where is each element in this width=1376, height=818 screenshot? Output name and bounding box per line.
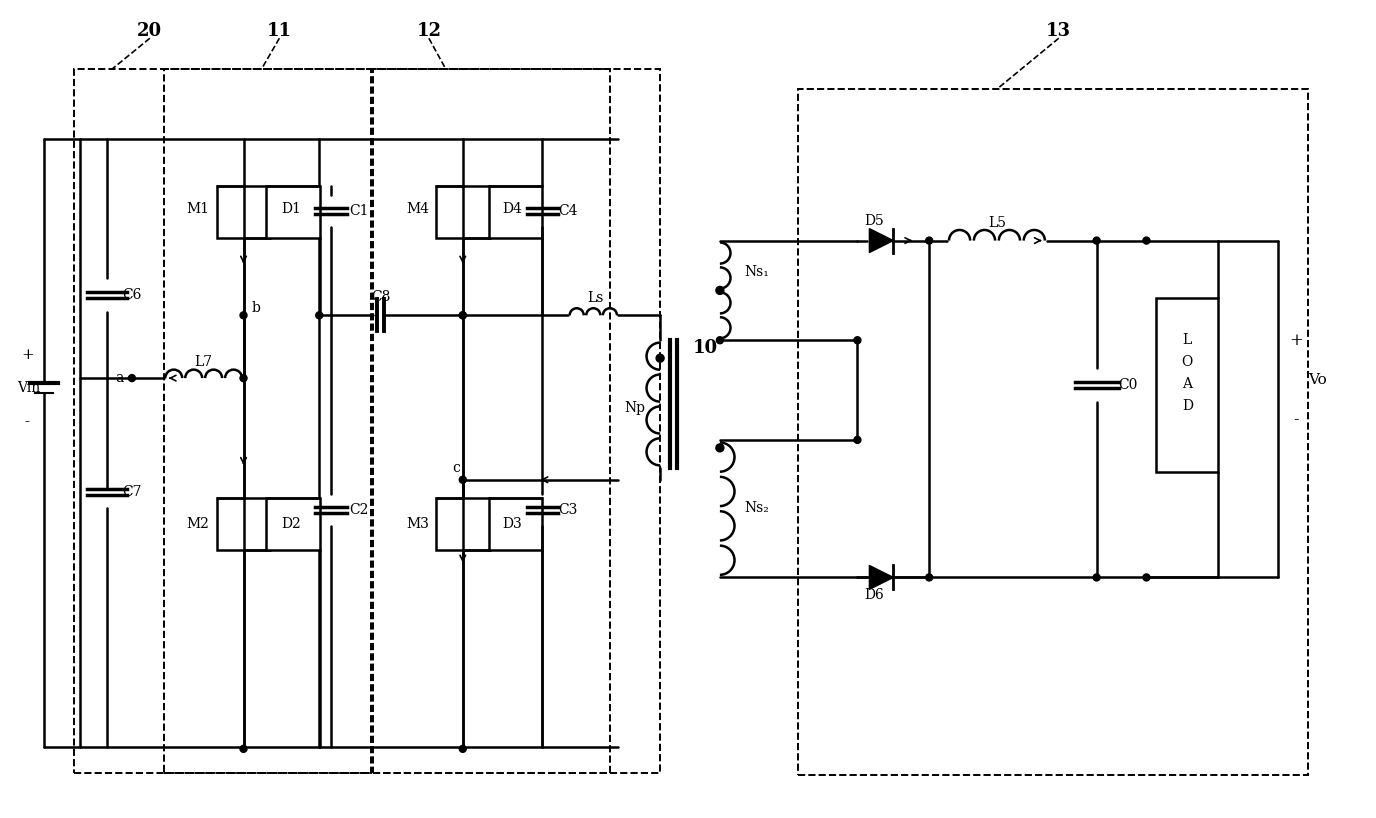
Text: C7: C7 — [122, 485, 142, 499]
Text: 11: 11 — [267, 22, 292, 40]
Text: Ns₁: Ns₁ — [744, 266, 769, 280]
Text: 20: 20 — [138, 22, 162, 40]
Text: M1: M1 — [187, 202, 209, 216]
Text: C4: C4 — [559, 204, 578, 218]
Text: D2: D2 — [281, 517, 301, 531]
Text: 12: 12 — [417, 22, 442, 40]
Text: C2: C2 — [350, 502, 369, 517]
Text: C8: C8 — [372, 290, 391, 304]
Polygon shape — [870, 228, 893, 253]
Bar — [74, 70, 660, 773]
Text: 10: 10 — [692, 339, 717, 357]
Circle shape — [854, 337, 861, 344]
Text: c: c — [451, 461, 460, 474]
Text: a: a — [116, 371, 124, 385]
Text: -: - — [25, 415, 30, 429]
Bar — [798, 89, 1307, 775]
Circle shape — [656, 354, 665, 362]
Bar — [436, 186, 490, 237]
Circle shape — [1093, 237, 1099, 244]
Text: Np: Np — [625, 401, 645, 415]
Bar — [1156, 299, 1218, 472]
Text: L: L — [1183, 333, 1192, 347]
Circle shape — [239, 312, 248, 319]
Text: L5: L5 — [988, 216, 1006, 230]
Circle shape — [716, 444, 724, 452]
Text: C6: C6 — [122, 289, 142, 303]
Bar — [436, 497, 490, 550]
Text: 13: 13 — [1046, 22, 1072, 40]
Text: A: A — [1182, 377, 1192, 391]
Text: D1: D1 — [281, 202, 301, 216]
Text: +: + — [1289, 332, 1303, 348]
Circle shape — [128, 375, 135, 381]
Bar — [488, 497, 542, 550]
Text: D6: D6 — [864, 588, 885, 602]
Text: b: b — [252, 301, 261, 316]
Circle shape — [926, 237, 933, 244]
Circle shape — [926, 574, 933, 581]
Circle shape — [1143, 237, 1150, 244]
Bar — [267, 186, 321, 237]
Text: Ls: Ls — [588, 291, 604, 305]
Text: Vin: Vin — [18, 381, 40, 395]
Circle shape — [460, 312, 466, 319]
Text: C0: C0 — [1119, 378, 1138, 392]
Text: Vo: Vo — [1309, 373, 1328, 387]
Circle shape — [460, 745, 466, 753]
Bar — [216, 186, 271, 237]
Circle shape — [1143, 574, 1150, 581]
Circle shape — [716, 286, 724, 294]
Text: C3: C3 — [559, 502, 578, 517]
Circle shape — [1093, 574, 1099, 581]
Text: -: - — [1293, 411, 1299, 429]
Text: D5: D5 — [864, 213, 885, 227]
Polygon shape — [870, 565, 893, 590]
Bar — [164, 70, 372, 773]
Text: M2: M2 — [187, 517, 209, 531]
Text: L7: L7 — [194, 355, 213, 369]
Text: M4: M4 — [406, 202, 429, 216]
Circle shape — [717, 337, 724, 344]
Text: +: + — [21, 348, 33, 362]
Circle shape — [315, 312, 323, 319]
Text: D4: D4 — [502, 202, 523, 216]
Bar — [216, 497, 271, 550]
Text: M3: M3 — [406, 517, 429, 531]
Bar — [267, 497, 321, 550]
Text: D3: D3 — [502, 517, 523, 531]
Text: O: O — [1182, 355, 1193, 369]
Circle shape — [239, 745, 248, 753]
Circle shape — [239, 375, 248, 381]
Bar — [373, 70, 611, 773]
Text: D: D — [1182, 399, 1193, 413]
Bar — [488, 186, 542, 237]
Circle shape — [460, 312, 466, 319]
Circle shape — [854, 437, 861, 443]
Text: C1: C1 — [350, 204, 369, 218]
Circle shape — [460, 476, 466, 483]
Text: Ns₂: Ns₂ — [744, 501, 769, 515]
